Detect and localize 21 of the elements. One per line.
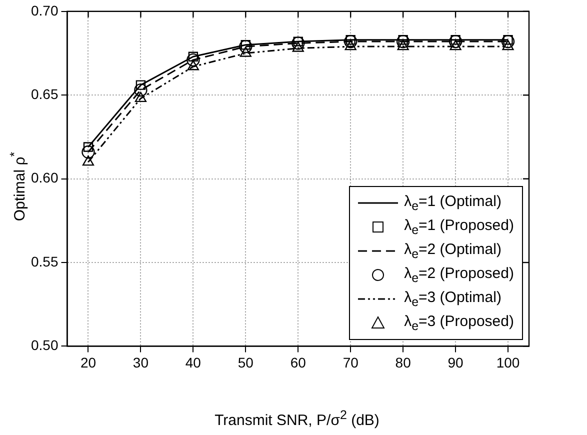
legend-label: λ$_{e}$=1 (Optimal) (404, 193, 502, 214)
x-tick-label: 80 (395, 354, 412, 370)
x-tick-label: 70 (342, 354, 359, 370)
legend-label: λ$_{e}$=3 (Proposed) (404, 313, 514, 334)
x-tick-label: 50 (238, 354, 254, 370)
y-tick-label: 0.55 (31, 253, 58, 270)
x-tick-label: 30 (132, 354, 149, 370)
x-axis-title: Transmit SNR, P/σ$^{2}$ (dB) (214, 408, 380, 429)
y-tick-label: 0.60 (31, 170, 58, 186)
x-tick-label: 60 (290, 354, 306, 370)
x-tick-label: 100 (496, 354, 520, 370)
y-tick-label: 0.65 (31, 86, 58, 102)
legend-label: λ$_{e}$=2 (Optimal) (404, 241, 502, 262)
legend-label: λ$_{e}$=2 (Proposed) (404, 265, 514, 286)
y-tick-label: 0.70 (31, 2, 58, 18)
x-tick-label: 90 (448, 354, 464, 370)
legend-label: λ$_{e}$=1 (Proposed) (404, 217, 514, 238)
x-tick-label: 40 (185, 354, 202, 370)
x-tick-label: 20 (80, 354, 96, 370)
y-tick-label: 0.50 (31, 337, 58, 354)
legend-label: λ$_{e}$=3 (Optimal) (404, 289, 502, 310)
